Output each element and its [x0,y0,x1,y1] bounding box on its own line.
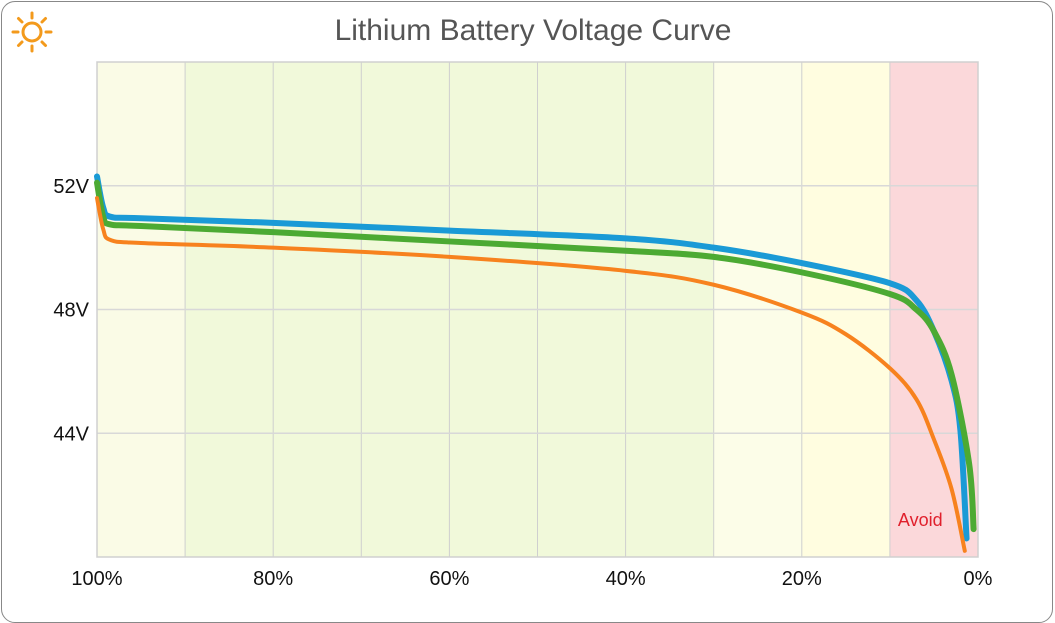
x-tick-label: 80% [253,568,293,590]
chart-title: Lithium Battery Voltage Curve [334,14,732,47]
sun-icon [10,10,54,54]
x-tick-label: 60% [429,568,469,590]
y-tick-label: 48V [53,300,89,322]
x-tick-label: 20% [782,568,822,590]
y-tick-label: 52V [53,176,89,198]
series-line-3 [95,196,967,553]
zone-label-avoid: Avoid [898,510,943,530]
x-tick-label: 40% [606,568,646,590]
series-line-2 [94,179,977,533]
plot-border [96,61,979,558]
x-tick-label: 0% [964,568,993,590]
x-tick-label: 100% [71,568,122,590]
voltage-chart: Avoid 100% 80% 60% 40% 20% 0% 44V 48V 52V [53,61,993,590]
y-tick-label: 44V [53,423,89,445]
